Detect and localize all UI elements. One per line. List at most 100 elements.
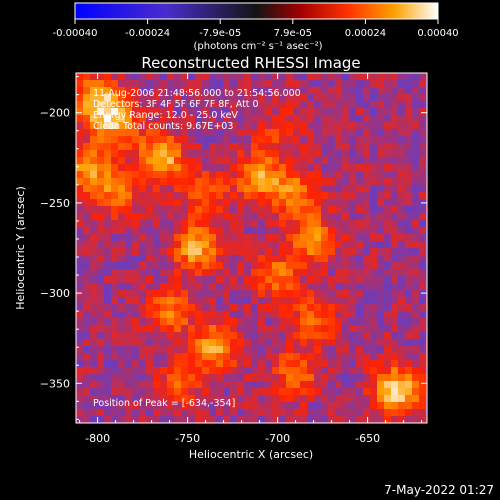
heatmap-cell — [356, 101, 363, 108]
heatmap-cell — [188, 136, 195, 143]
heatmap-cell — [342, 178, 349, 185]
heatmap-cell — [272, 73, 279, 80]
heatmap-cell — [265, 206, 272, 213]
heatmap-cell — [97, 108, 104, 115]
heatmap-cell — [209, 178, 216, 185]
heatmap-cell — [335, 262, 342, 269]
heatmap-cell — [384, 248, 391, 255]
heatmap-cell — [370, 283, 377, 290]
heatmap-cell — [377, 395, 384, 402]
heatmap-cell — [272, 129, 279, 136]
heatmap-cell — [83, 402, 90, 409]
heatmap-cell — [111, 80, 118, 87]
heatmap-cell — [146, 248, 153, 255]
y-tick-label: −200 — [40, 107, 70, 120]
heatmap-cell — [76, 374, 83, 381]
heatmap-cell — [272, 325, 279, 332]
heatmap-cell — [412, 262, 419, 269]
heatmap-cell — [90, 269, 97, 276]
heatmap-cell — [342, 122, 349, 129]
heatmap-cell — [160, 206, 167, 213]
heatmap-cell — [398, 171, 405, 178]
heatmap-cell — [118, 353, 125, 360]
heatmap-cell — [174, 234, 181, 241]
heatmap-cell — [370, 227, 377, 234]
heatmap-cell — [356, 129, 363, 136]
heatmap-cell — [405, 101, 412, 108]
heatmap-cell — [209, 290, 216, 297]
heatmap-cell — [153, 150, 160, 157]
heatmap-cell — [349, 381, 356, 388]
heatmap-cell — [167, 115, 174, 122]
heatmap-cell — [349, 297, 356, 304]
heatmap-cell — [377, 409, 384, 416]
heatmap-cell — [209, 381, 216, 388]
heatmap-cell — [300, 122, 307, 129]
heatmap-cell — [279, 178, 286, 185]
heatmap-cell — [314, 136, 321, 143]
heatmap-cell — [146, 150, 153, 157]
colorbar-tick-label: 0.00024 — [345, 28, 386, 39]
heatmap-cell — [321, 108, 328, 115]
heatmap-cell — [104, 346, 111, 353]
heatmap-cell — [160, 318, 167, 325]
heatmap-cell — [419, 101, 426, 108]
heatmap-cell — [230, 171, 237, 178]
heatmap-cell — [335, 339, 342, 346]
heatmap-cell — [139, 262, 146, 269]
heatmap-cell — [377, 262, 384, 269]
heatmap-cell — [104, 304, 111, 311]
heatmap-cell — [76, 206, 83, 213]
heatmap-cell — [139, 164, 146, 171]
heatmap-cell — [300, 227, 307, 234]
heatmap-cell — [160, 360, 167, 367]
heatmap-cell — [412, 290, 419, 297]
heatmap-cell — [132, 213, 139, 220]
heatmap-cell — [314, 241, 321, 248]
heatmap-cell — [153, 164, 160, 171]
heatmap-cell — [342, 213, 349, 220]
heatmap-cell — [139, 220, 146, 227]
heatmap-cell — [90, 199, 97, 206]
heatmap-cell — [363, 381, 370, 388]
heatmap-cell — [258, 199, 265, 206]
heatmap-cell — [412, 325, 419, 332]
heatmap-cell — [272, 255, 279, 262]
heatmap-cell — [349, 283, 356, 290]
heatmap-cell — [223, 276, 230, 283]
heatmap-cell — [286, 262, 293, 269]
heatmap-cell — [384, 192, 391, 199]
heatmap-cell — [412, 178, 419, 185]
heatmap-cell — [216, 416, 223, 423]
heatmap-cell — [118, 136, 125, 143]
heatmap-cell — [349, 360, 356, 367]
heatmap-cell — [223, 73, 230, 80]
heatmap-cell — [265, 248, 272, 255]
heatmap-cell — [391, 367, 398, 374]
heatmap-cell — [265, 101, 272, 108]
heatmap-cell — [265, 199, 272, 206]
heatmap-cell — [398, 325, 405, 332]
heatmap-cell — [356, 388, 363, 395]
heatmap-cell — [244, 185, 251, 192]
heatmap-cell — [370, 318, 377, 325]
heatmap-cell — [405, 192, 412, 199]
heatmap-cell — [419, 248, 426, 255]
heatmap-cell — [174, 360, 181, 367]
heatmap-cell — [83, 325, 90, 332]
heatmap-cell — [83, 129, 90, 136]
heatmap-cell — [314, 129, 321, 136]
heatmap-cell — [223, 150, 230, 157]
heatmap-cell — [223, 101, 230, 108]
heatmap-cell — [370, 276, 377, 283]
heatmap-cell — [160, 150, 167, 157]
heatmap-cell — [111, 108, 118, 115]
heatmap-cell — [321, 199, 328, 206]
heatmap-cell — [132, 199, 139, 206]
heatmap-cell — [160, 304, 167, 311]
heatmap-cell — [244, 101, 251, 108]
heatmap-cell — [335, 192, 342, 199]
heatmap-cell — [153, 234, 160, 241]
heatmap-cell — [314, 94, 321, 101]
heatmap-cell — [377, 94, 384, 101]
